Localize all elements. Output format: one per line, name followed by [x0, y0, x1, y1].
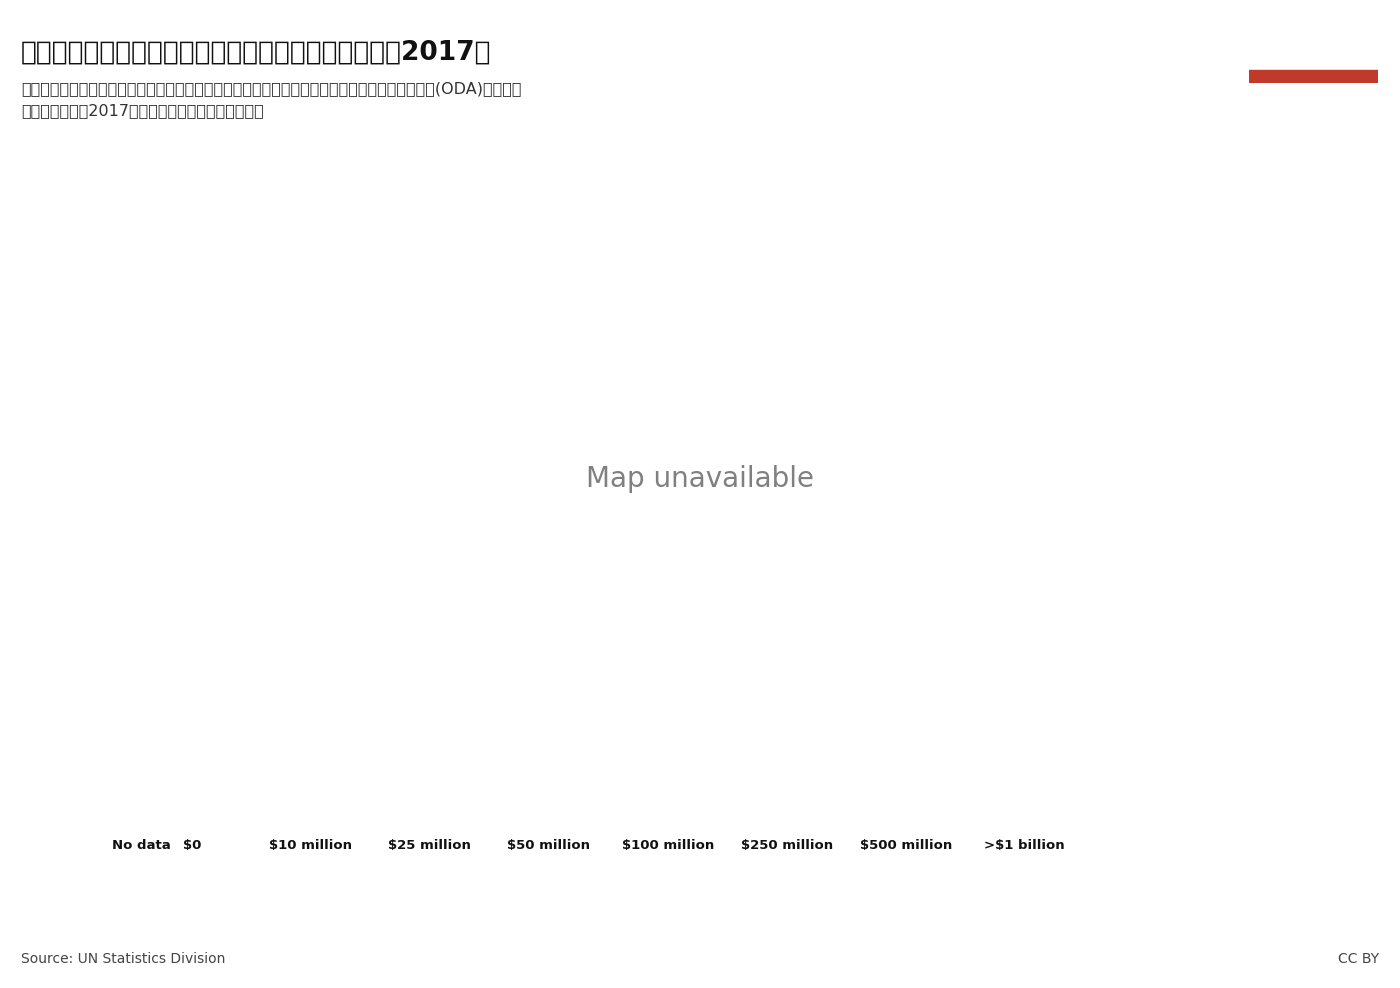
- Bar: [1249, 70, 1378, 83]
- Text: これは、一定の2017年米ドルで測定されています。: これは、一定の2017年米ドルで測定されています。: [21, 103, 263, 118]
- Text: CC BY: CC BY: [1338, 952, 1379, 966]
- Text: $100 million: $100 million: [622, 839, 714, 852]
- Text: $0: $0: [182, 839, 202, 852]
- Text: 供与国ごとに見た生物多様性の保護および保全の努力のための使用へと移転された政府開発援助(ODA)の総額。: 供与国ごとに見た生物多様性の保護および保全の努力のための使用へと移転された政府開…: [21, 81, 521, 96]
- Text: 生物多様性のための政府開発援助の総額、供与国別、2017年: 生物多様性のための政府開発援助の総額、供与国別、2017年: [21, 40, 491, 65]
- Text: >$1 billion: >$1 billion: [984, 839, 1065, 852]
- Text: $25 million: $25 million: [388, 839, 472, 852]
- Text: $500 million: $500 million: [860, 839, 952, 852]
- Text: No data: No data: [112, 839, 171, 852]
- Text: in Data: in Data: [1287, 44, 1340, 57]
- Text: $250 million: $250 million: [741, 839, 833, 852]
- Text: Map unavailable: Map unavailable: [587, 465, 813, 493]
- Text: $10 million: $10 million: [269, 839, 353, 852]
- Text: Our World: Our World: [1275, 26, 1351, 39]
- Text: Source: UN Statistics Division: Source: UN Statistics Division: [21, 952, 225, 966]
- Text: $50 million: $50 million: [507, 839, 591, 852]
